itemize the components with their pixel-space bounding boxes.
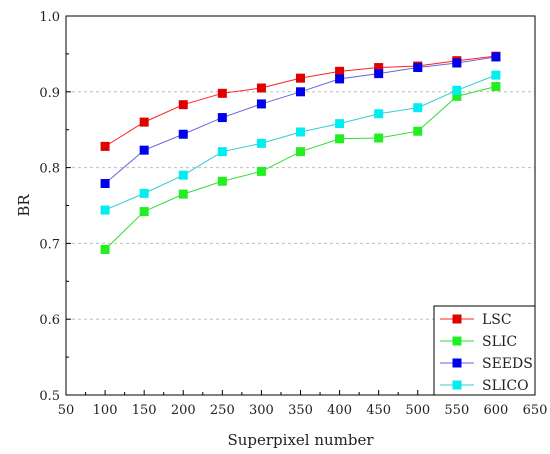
slic-point <box>413 126 423 136</box>
seeds-point <box>100 179 110 189</box>
lsc-point <box>374 63 384 73</box>
x-tick-label: 400 <box>327 403 352 418</box>
lsc-point <box>296 73 305 83</box>
slic-point <box>491 81 501 91</box>
legend-seeds-marker <box>452 358 462 368</box>
slic-point <box>178 189 188 199</box>
seeds-point <box>139 145 149 155</box>
x-tick-label: 150 <box>132 403 157 418</box>
y-tick-label: 0.5 <box>39 389 60 404</box>
legend-lsc-label: LSC <box>482 312 512 328</box>
slic-point <box>100 244 110 254</box>
slico-point <box>413 103 423 113</box>
y-tick-label: 0.6 <box>39 313 60 328</box>
seeds-point <box>178 129 188 139</box>
y-tick-label: 0.8 <box>39 162 60 177</box>
legend-slico-label: SLICO <box>482 378 529 394</box>
legend-seeds-label: SEEDS <box>482 356 533 372</box>
seeds-point <box>374 69 384 79</box>
x-tick-label: 650 <box>523 403 548 418</box>
x-axis-label: Superpixel number <box>227 431 374 449</box>
legend-slico-marker <box>452 380 462 390</box>
x-tick-label: 450 <box>366 403 391 418</box>
x-tick-label: 550 <box>444 403 469 418</box>
x-tick-label: 100 <box>93 403 118 418</box>
lsc-point <box>100 141 110 151</box>
seeds-point <box>296 87 305 97</box>
x-tick-label: 250 <box>210 403 235 418</box>
slico-point <box>374 109 384 119</box>
grid-lines <box>66 91 535 320</box>
x-tick-label: 500 <box>405 403 430 418</box>
slic-point <box>139 207 149 217</box>
lsc-point <box>256 83 266 93</box>
y-axis-label: BR <box>15 194 33 217</box>
legend: LSC SLIC SEEDS SLICO <box>433 305 536 396</box>
y-tick-label: 0.9 <box>39 86 60 101</box>
legend-box <box>433 305 536 396</box>
x-tick-label: 50 <box>58 403 75 418</box>
seeds-point <box>491 52 501 62</box>
legend-slic-marker <box>452 336 462 346</box>
seeds-point <box>217 113 227 123</box>
x-tick-label: 200 <box>171 403 196 418</box>
slico-point <box>178 170 188 180</box>
x-tick-label: 600 <box>484 403 509 418</box>
lsc-point <box>217 88 227 98</box>
slic-point <box>296 147 305 157</box>
x-tick-label: 350 <box>288 403 313 418</box>
lsc-point <box>335 66 345 76</box>
series-layer <box>100 51 501 254</box>
slic-point <box>217 176 227 186</box>
slico-point <box>100 205 110 215</box>
slic-point <box>374 133 384 143</box>
slico-point <box>491 70 501 80</box>
slico-point <box>256 138 266 148</box>
x-tick-label: 300 <box>249 403 274 418</box>
y-tick-label: 1.0 <box>39 10 60 25</box>
y-axis: 0.5 0.6 0.7 0.8 0.9 1.0 <box>39 10 71 404</box>
slic-point <box>256 166 266 176</box>
slico-point <box>452 85 462 95</box>
slico-point <box>139 188 149 198</box>
seeds-point <box>413 63 423 73</box>
lsc-point <box>139 117 149 127</box>
legend-slic-label: SLIC <box>482 334 517 350</box>
seeds-point <box>335 74 345 84</box>
x-axis: 50 100 150 200 250 300 350 400 450 500 550 600 650 <box>58 390 548 418</box>
slic-point <box>335 134 345 144</box>
seeds-point <box>452 58 462 68</box>
slico-point <box>217 147 227 157</box>
lsc-point <box>178 100 188 110</box>
slico-point <box>335 119 345 129</box>
slico-point <box>296 127 305 137</box>
seeds-point <box>256 99 266 109</box>
y-tick-label: 0.7 <box>39 237 60 252</box>
legend-lsc-marker <box>452 314 462 324</box>
slic-point <box>452 91 462 101</box>
